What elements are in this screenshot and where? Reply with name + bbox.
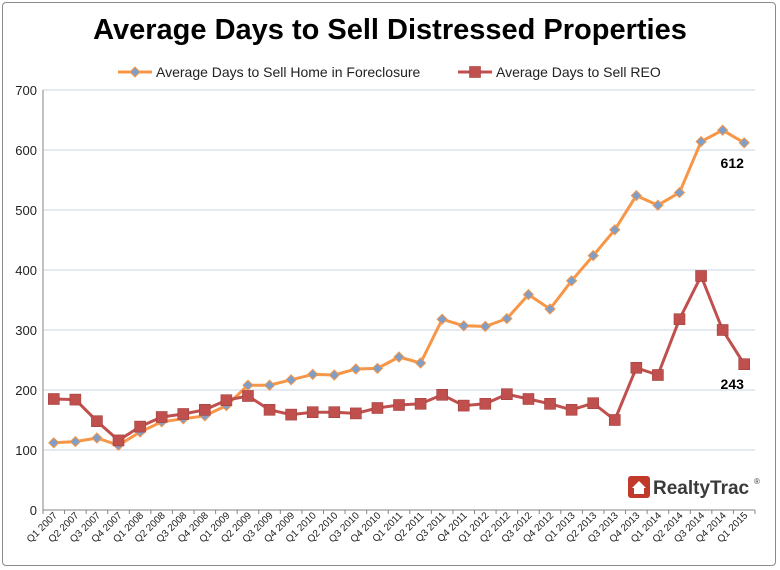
data-point: [695, 135, 707, 148]
data-point: [69, 435, 82, 448]
legend-swatch-marker: [129, 66, 141, 78]
data-point: [91, 432, 103, 444]
data-point: [112, 434, 125, 447]
data-point: [673, 186, 686, 199]
data-point: [738, 137, 750, 149]
y-tick-label: 500: [15, 203, 37, 218]
y-tick-label: 0: [30, 503, 37, 518]
data-point: [371, 402, 384, 414]
data-point: [652, 369, 664, 381]
data-point: [738, 358, 751, 371]
data-point: [565, 403, 578, 416]
data-point: [134, 420, 146, 433]
legend-item-1: Average Days to Sell Home in Foreclosure: [118, 64, 421, 80]
data-point: [47, 393, 60, 405]
y-tick-label: 100: [15, 443, 37, 458]
data-point: [630, 189, 643, 202]
data-point: [177, 408, 190, 420]
series-line: [53, 128, 745, 447]
chart-title: Average Days to Sell Distressed Properti…: [93, 14, 687, 46]
data-point: [48, 437, 60, 449]
legend-label: Average Days to Sell Home in Foreclosure: [156, 64, 421, 80]
data-point: [501, 312, 513, 325]
y-tick-label: 400: [15, 263, 37, 278]
data-point: [155, 411, 168, 423]
data-point: [522, 393, 535, 405]
data-point: [652, 199, 664, 211]
data-point: [328, 406, 341, 419]
data-point: [285, 408, 297, 421]
data-point: [716, 124, 729, 136]
data-point: [199, 403, 211, 416]
data-point: [479, 320, 492, 333]
data-point: [306, 368, 319, 381]
data-point: [609, 224, 621, 236]
data-point: [393, 351, 405, 363]
data-point: [695, 270, 707, 282]
data-point: [285, 374, 297, 386]
realtytrac-logo: RealtyTrac ®: [628, 476, 760, 499]
data-point: [350, 407, 362, 420]
data-point: [220, 394, 233, 407]
data-point: [242, 390, 254, 402]
data-point: [414, 357, 427, 369]
legend: Average Days to Sell Home in Foreclosure…: [118, 64, 661, 80]
data-point: [414, 397, 427, 410]
data-point: [458, 320, 470, 332]
logo-trademark: ®: [754, 477, 760, 486]
data-point: [544, 303, 556, 315]
y-tick-label: 700: [15, 83, 37, 98]
data-point: [393, 399, 405, 411]
data-point: [371, 362, 384, 375]
data-point: [673, 313, 686, 326]
data-point: [544, 397, 556, 410]
data-point: [479, 397, 492, 410]
series-2: [47, 270, 751, 447]
legend-swatch-marker: [469, 66, 481, 78]
data-point: [328, 369, 340, 381]
y-tick-label: 200: [15, 383, 37, 398]
data-label: 243: [721, 376, 745, 392]
data-point: [716, 324, 729, 336]
data-point: [69, 393, 82, 406]
data-point: [436, 313, 448, 325]
data-point: [91, 415, 103, 428]
data-point: [522, 288, 535, 301]
data-point: [630, 361, 643, 374]
data-point: [587, 397, 599, 410]
data-point: [263, 379, 276, 391]
data-point: [350, 363, 362, 375]
data-point: [306, 406, 319, 419]
y-tick-label: 300: [15, 323, 37, 338]
data-point: [608, 414, 621, 426]
legend-item-2: Average Days to Sell REO: [458, 64, 661, 80]
house-shape: [632, 481, 646, 494]
data-point: [587, 249, 599, 262]
data-point: [263, 403, 276, 416]
data-point: [501, 388, 513, 401]
data-point: [565, 275, 578, 287]
y-tick-label: 600: [15, 143, 37, 158]
data-point: [436, 388, 448, 401]
data-label: 612: [721, 155, 745, 171]
legend-label: Average Days to Sell REO: [496, 64, 661, 80]
logo-wordmark: RealtyTrac: [653, 478, 750, 499]
data-point: [457, 399, 470, 412]
